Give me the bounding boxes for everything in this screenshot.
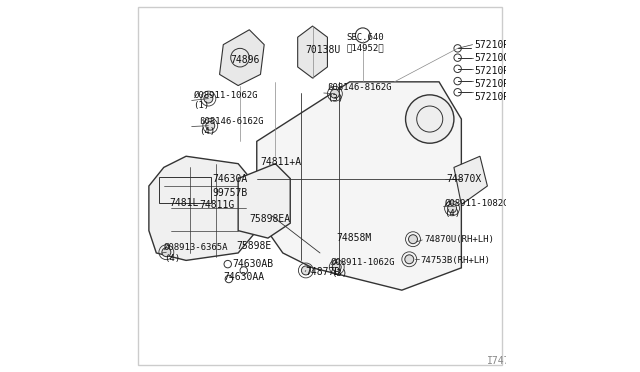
Circle shape (162, 248, 171, 257)
Text: 74896: 74896 (231, 55, 260, 64)
Bar (159, 177, 211, 203)
Circle shape (204, 94, 213, 103)
Text: ß08146-6162G
(4): ß08146-6162G (4) (199, 117, 264, 136)
Text: Ø08911-1062G
(1): Ø08911-1062G (1) (193, 91, 258, 110)
Text: Ø08911-1062G
(3): Ø08911-1062G (3) (331, 258, 396, 278)
Text: 74811G: 74811G (199, 200, 234, 209)
Text: 74858M: 74858M (337, 233, 372, 243)
Text: 57210R: 57210R (474, 79, 509, 89)
Text: 74630A: 74630A (212, 174, 248, 183)
Circle shape (406, 95, 454, 143)
Polygon shape (220, 30, 264, 86)
Text: 75898EA: 75898EA (250, 215, 291, 224)
Text: I74700·V: I74700·V (488, 356, 534, 366)
Text: 74811+A: 74811+A (260, 157, 301, 167)
Text: Ø08911-1082G
(4): Ø08911-1082G (4) (445, 199, 509, 218)
Circle shape (332, 263, 341, 272)
Polygon shape (149, 156, 257, 260)
Circle shape (330, 89, 339, 98)
Text: 70138U: 70138U (305, 45, 340, 55)
Text: 57210R: 57210R (474, 40, 509, 49)
Circle shape (301, 266, 310, 275)
Polygon shape (257, 82, 461, 290)
Text: 74630AA: 74630AA (223, 272, 264, 282)
Text: 74630AB: 74630AB (232, 259, 274, 269)
Text: 57210R: 57210R (474, 66, 509, 76)
Circle shape (447, 204, 456, 213)
Text: 74753B(RH+LH): 74753B(RH+LH) (420, 256, 490, 265)
Text: 74870U(RH+LH): 74870U(RH+LH) (424, 235, 494, 244)
Text: Ø08913-6365A
(4): Ø08913-6365A (4) (164, 243, 228, 263)
Text: 7481L: 7481L (170, 198, 198, 208)
Circle shape (408, 235, 417, 244)
Text: 74877D: 74877D (305, 267, 340, 276)
Polygon shape (454, 156, 488, 205)
Text: 57210R: 57210R (474, 92, 509, 102)
Polygon shape (298, 26, 328, 78)
Text: 57210Q: 57210Q (474, 53, 509, 62)
Text: 75898E: 75898E (236, 241, 271, 250)
Polygon shape (238, 164, 291, 238)
Circle shape (405, 255, 413, 264)
Circle shape (206, 121, 215, 130)
Text: 99757B: 99757B (212, 189, 248, 198)
Text: ß08146-8162G
(3): ß08146-8162G (3) (328, 83, 392, 103)
Text: 74870X: 74870X (447, 174, 482, 183)
Text: SEC.640
、14952】: SEC.640 、14952】 (346, 33, 383, 52)
